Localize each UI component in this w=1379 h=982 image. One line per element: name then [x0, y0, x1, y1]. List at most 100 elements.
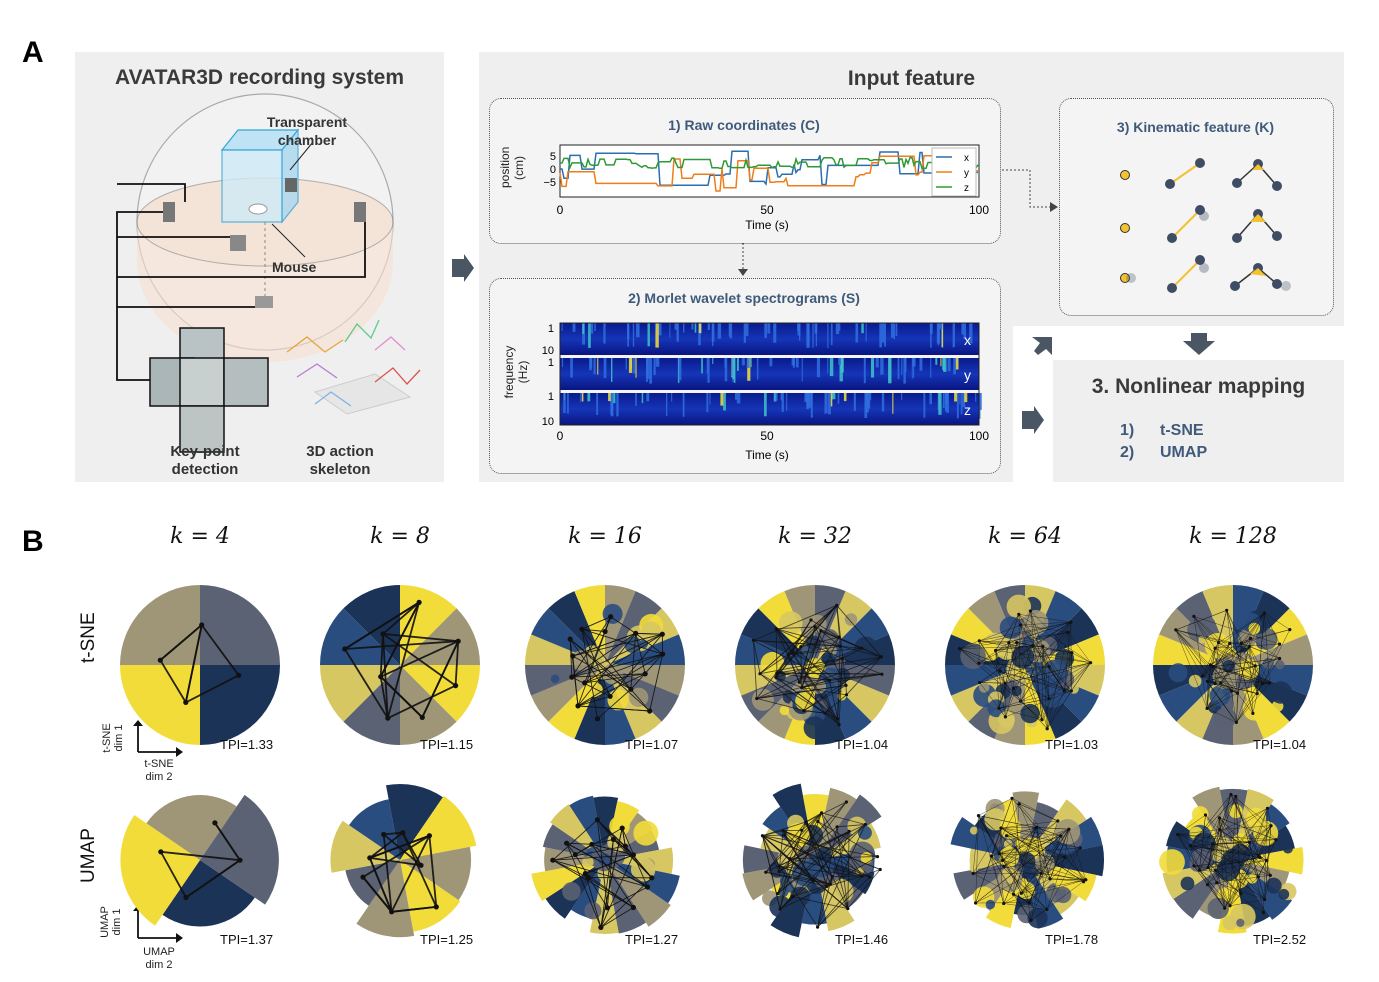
transition-node	[1203, 813, 1208, 817]
spectrogram-burst	[929, 393, 932, 405]
spectrogram-burst	[682, 393, 685, 417]
cluster-blob	[1247, 873, 1258, 884]
transition-edge	[1067, 631, 1091, 663]
transition-node	[1039, 871, 1043, 875]
transition-edge	[362, 834, 430, 878]
spectrogram-burst	[654, 323, 656, 331]
spectrogram-burst	[582, 323, 585, 334]
transition-edge	[607, 886, 648, 909]
transition-node	[860, 874, 864, 878]
transition-edge	[1000, 827, 1037, 829]
transition-node	[1229, 792, 1233, 797]
transition-edge	[1193, 616, 1219, 643]
transition-node	[1248, 840, 1252, 845]
transition-edge	[1190, 845, 1271, 876]
legend-z: z	[964, 183, 969, 194]
transition-node	[844, 693, 849, 697]
spectrogram-burst	[892, 393, 894, 414]
spectrogram-burst	[869, 393, 872, 401]
raw-xtick-100: 100	[969, 203, 989, 217]
transition-edge	[584, 653, 663, 684]
transition-edge	[1220, 612, 1265, 684]
transition-node	[610, 836, 616, 842]
transition-edge	[1235, 796, 1241, 894]
spectrogram-burst	[824, 393, 826, 414]
transition-node	[644, 884, 651, 890]
transition-node	[1047, 665, 1051, 669]
spectrogram-burst	[901, 393, 903, 401]
k-label-2: k = 16	[568, 524, 642, 549]
transition-node	[1078, 846, 1082, 850]
transition-edge	[801, 687, 838, 720]
transition-edge	[552, 859, 589, 879]
transition-node	[1253, 664, 1257, 668]
transition-edge	[577, 673, 646, 707]
cluster-blob	[778, 611, 803, 635]
nonlinear-mapping-box	[1053, 360, 1344, 482]
cluster-region	[605, 860, 646, 934]
transition-edge	[1030, 873, 1042, 921]
tsne-embedding-k4	[120, 585, 280, 745]
transition-edge	[1175, 629, 1203, 677]
transition-edge	[1193, 794, 1232, 867]
transition-edge	[1250, 638, 1280, 659]
transition-edge	[1068, 829, 1087, 880]
transition-node	[608, 614, 614, 620]
spectrogram-burst	[861, 323, 864, 334]
transition-node	[879, 655, 883, 659]
transition-edge	[1049, 829, 1070, 879]
transition-edge	[1266, 839, 1277, 861]
transition-node	[840, 656, 844, 661]
transition-edge	[1254, 665, 1258, 694]
transition-edge	[1210, 646, 1250, 666]
cluster-blob	[1180, 876, 1195, 891]
transition-edge	[635, 633, 663, 655]
spectrogram-burst	[804, 393, 808, 403]
umap-embedding-k8	[330, 783, 477, 938]
cluster-blob	[969, 826, 978, 835]
cluster-region	[120, 815, 200, 926]
spectrogram-burst	[975, 393, 977, 402]
transition-edge	[571, 633, 663, 678]
transition-edge	[571, 653, 663, 678]
transition-edge	[1231, 690, 1237, 723]
cluster-blob	[582, 856, 594, 868]
spectrogram-burst	[561, 323, 563, 331]
spectrogram-burst	[953, 358, 956, 375]
transition-edge	[1207, 843, 1213, 868]
spectrogram-burst	[959, 393, 961, 405]
transition-node	[1215, 881, 1219, 885]
transition-node	[567, 636, 573, 642]
spectrogram-burst	[590, 323, 594, 334]
cluster-region	[1233, 634, 1313, 665]
transition-edge	[1003, 827, 1037, 867]
spectrogram-burst	[717, 323, 722, 339]
spectrogram-burst	[641, 393, 644, 404]
cluster-region	[120, 585, 200, 665]
transition-edge	[1193, 616, 1280, 645]
transition-node	[809, 618, 813, 622]
spectrogram-burst	[616, 393, 619, 417]
transition-edge	[344, 601, 420, 650]
transition-edge	[999, 835, 1007, 854]
mapping-method-list: 1) t-SNE 2) UMAP	[1120, 420, 1207, 464]
transition-node	[598, 924, 604, 930]
transition-edge	[1016, 631, 1069, 643]
spectrogram-burst	[837, 393, 840, 404]
transition-edge	[805, 812, 822, 823]
spectrogram-burst	[964, 393, 968, 403]
transition-edge	[569, 638, 651, 712]
spectrogram-burst	[937, 323, 940, 346]
morlet-spectrogram: x y z 1 10 1 1 10 0 50 100 Time (s)	[542, 322, 989, 462]
spectrogram-burst	[647, 323, 650, 347]
transition-edge	[978, 815, 1042, 874]
transition-edge	[600, 854, 634, 928]
transition-node	[550, 857, 556, 863]
transition-edge	[1199, 870, 1208, 885]
transition-edge	[1008, 642, 1065, 691]
transition-edge	[1177, 834, 1271, 876]
transition-edge	[454, 641, 460, 686]
spectrogram-burst	[913, 358, 915, 378]
transition-edge	[861, 647, 882, 658]
transition-edge	[1220, 646, 1250, 684]
